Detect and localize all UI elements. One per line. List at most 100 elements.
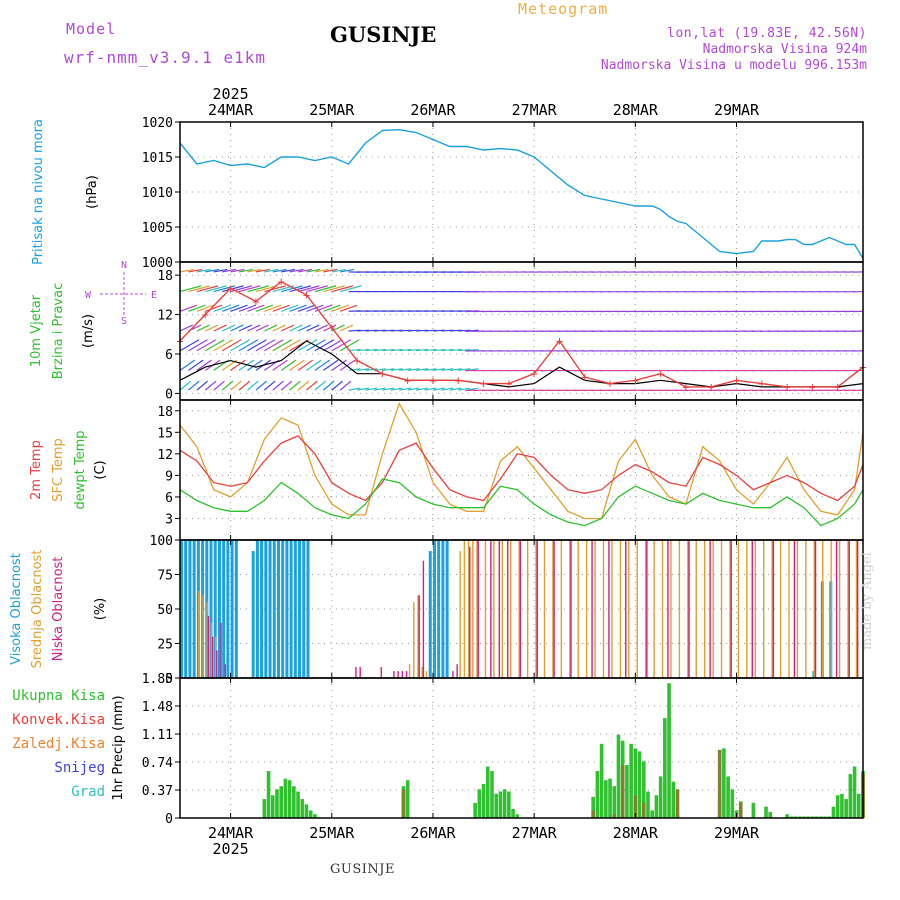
wind-arrow bbox=[339, 380, 352, 391]
wind-arrow bbox=[188, 359, 204, 371]
wind-arrow bbox=[188, 380, 200, 391]
precip-conv-bar bbox=[641, 802, 646, 818]
gust-marker: + bbox=[202, 308, 209, 322]
precip-bar bbox=[490, 771, 494, 818]
cloud-bar bbox=[421, 666, 423, 678]
cloud-bar bbox=[835, 540, 838, 678]
precip-bar bbox=[856, 793, 861, 818]
precip-conv-bar bbox=[591, 810, 595, 818]
wind-arrow bbox=[280, 359, 297, 371]
ytick-label: 0 bbox=[165, 672, 173, 687]
precip-bar bbox=[785, 814, 789, 818]
precip-bar bbox=[481, 783, 486, 818]
precip-bar bbox=[612, 786, 617, 818]
cloud-axis-title-2: Srednja Oblacnost bbox=[30, 550, 45, 669]
ytick-label: 1000 bbox=[142, 256, 173, 271]
wind-arrow bbox=[441, 368, 454, 372]
wind-arrow bbox=[297, 268, 312, 273]
wind-arrow bbox=[407, 348, 420, 352]
cloud-bar bbox=[355, 666, 357, 678]
wind-arrow bbox=[222, 268, 237, 273]
cloud-bar bbox=[507, 540, 509, 678]
wind-arrow bbox=[399, 368, 412, 372]
wind-arrow bbox=[331, 339, 352, 352]
precip-bar bbox=[641, 761, 646, 818]
precip-legend-item: Konvek.Kisa bbox=[12, 712, 105, 728]
wind-arrow bbox=[280, 339, 301, 352]
cloud-bar bbox=[418, 595, 420, 678]
wind-arrow bbox=[323, 268, 338, 273]
gust-marker: + bbox=[252, 294, 259, 308]
wind-arrow bbox=[306, 380, 318, 391]
cloud-bar bbox=[425, 671, 428, 678]
cloud-bar bbox=[493, 540, 495, 678]
cloud-bar bbox=[359, 666, 361, 678]
wind-arrow bbox=[373, 387, 386, 391]
compass-e: E bbox=[151, 290, 157, 301]
precip-bar bbox=[848, 774, 853, 818]
wind-arrow bbox=[289, 324, 303, 332]
coords-text: lon,lat (19.83E, 42.56N) bbox=[667, 26, 867, 41]
ytick-label: 6 bbox=[165, 348, 173, 363]
wind-arrow bbox=[458, 348, 471, 352]
gust-marker: + bbox=[379, 367, 386, 381]
cloud-bar bbox=[209, 540, 213, 678]
cloud-bar bbox=[754, 540, 756, 678]
cloud-bar bbox=[793, 540, 796, 678]
wind-arrow bbox=[356, 387, 369, 391]
cloud-bar bbox=[687, 540, 689, 678]
precip-bar bbox=[654, 795, 659, 818]
wind-arrow bbox=[247, 324, 261, 332]
wind-arrow bbox=[179, 304, 198, 312]
wind-arrow bbox=[230, 268, 245, 273]
pressure-axis-title: Pritisak na nivou mora bbox=[31, 119, 46, 265]
cloud-bar bbox=[380, 666, 382, 678]
precip-bar bbox=[494, 793, 499, 818]
cloud-bar bbox=[830, 540, 832, 678]
precip-bar bbox=[313, 814, 317, 818]
sfc-temp-line bbox=[179, 402, 864, 520]
ytick-label: 6 bbox=[165, 491, 173, 506]
ytick-label: 9 bbox=[165, 469, 173, 484]
cloud-bar bbox=[302, 540, 306, 678]
wind-arrow bbox=[281, 268, 296, 273]
cloud-bar bbox=[211, 636, 214, 678]
ytick-label: 0.37 bbox=[142, 784, 173, 799]
wind-arrow bbox=[272, 339, 293, 352]
precip-legend-item: Grad bbox=[71, 784, 105, 800]
precip-conv-bar bbox=[620, 765, 625, 818]
cloud-bar bbox=[510, 540, 512, 678]
cloud-bar bbox=[763, 540, 765, 678]
cloud-bar bbox=[751, 540, 753, 678]
cloud-bar bbox=[220, 622, 222, 678]
cloud-bar bbox=[213, 540, 217, 678]
precip-bar bbox=[789, 816, 794, 818]
precip-bar bbox=[658, 776, 663, 818]
wind-arrow bbox=[264, 304, 282, 312]
precip-bar bbox=[629, 743, 633, 818]
precip-bar bbox=[819, 816, 823, 818]
wind-arrow bbox=[179, 324, 193, 332]
wind-arrow bbox=[331, 285, 354, 293]
gust-marker: + bbox=[328, 321, 335, 335]
wind-arrow bbox=[247, 268, 262, 273]
wind-arrow bbox=[449, 368, 462, 372]
wind-arrow bbox=[432, 387, 445, 391]
ytick-label: 1010 bbox=[142, 186, 173, 201]
gust-marker: + bbox=[783, 380, 790, 394]
precip-conv-bar bbox=[675, 789, 680, 818]
wind-arrow bbox=[357, 348, 370, 352]
cloud-bar bbox=[184, 540, 188, 678]
wind-arrow bbox=[289, 359, 305, 371]
cloud-bar bbox=[422, 560, 425, 678]
wind-arrow bbox=[373, 348, 386, 352]
wind-arrow bbox=[238, 268, 253, 273]
wind-speed-line bbox=[179, 340, 864, 388]
model-name: wrf-nmm_v3.9.1 e1km bbox=[64, 48, 267, 67]
day-label-top: 24MAR bbox=[208, 101, 254, 119]
gust-marker: + bbox=[809, 380, 816, 394]
precip-bar bbox=[840, 793, 844, 818]
wind-arrow bbox=[390, 368, 403, 372]
wind-arrow bbox=[213, 268, 228, 273]
precip-bar bbox=[831, 806, 836, 818]
